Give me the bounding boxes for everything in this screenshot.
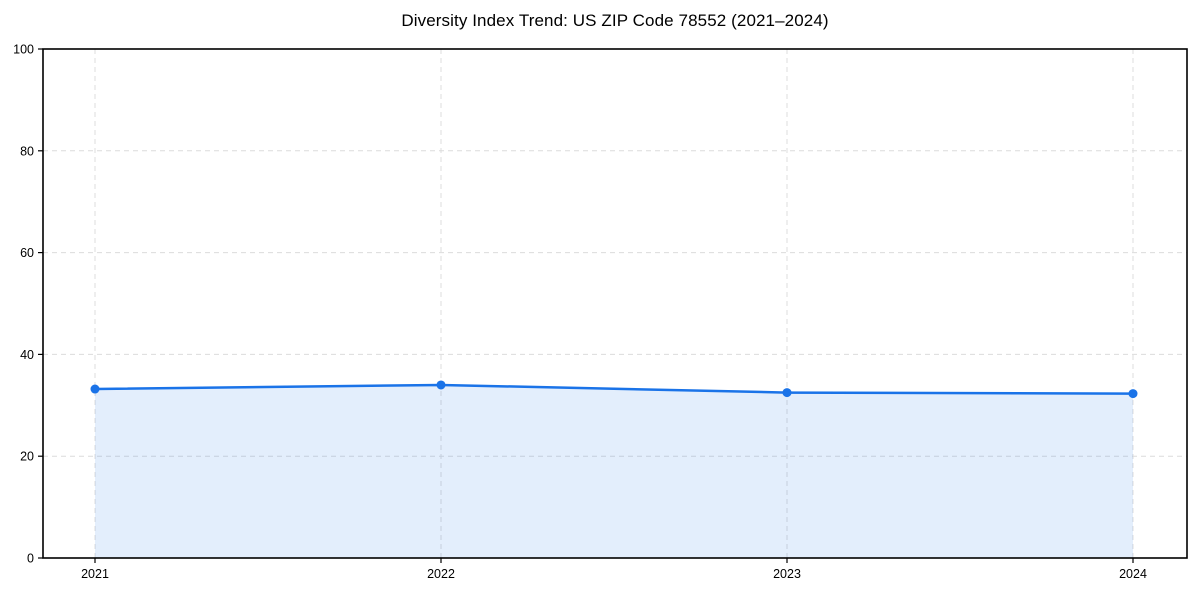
y-tick-label: 40 xyxy=(20,348,34,362)
y-tick-label: 100 xyxy=(13,43,34,57)
y-tick-label: 60 xyxy=(20,246,34,260)
y-tick-label: 0 xyxy=(27,552,34,566)
x-tick-label: 2023 xyxy=(773,567,801,581)
y-tick-label: 80 xyxy=(20,144,34,158)
x-tick-label: 2021 xyxy=(81,567,109,581)
data-point-marker xyxy=(436,380,446,390)
area-fill xyxy=(95,384,1133,558)
data-point-marker xyxy=(782,388,792,398)
series-line xyxy=(93,383,1135,395)
chart-title: Diversity Index Trend: US ZIP Code 78552… xyxy=(401,11,829,30)
x-tick-label: 2024 xyxy=(1119,567,1147,581)
data-point-marker xyxy=(90,384,100,394)
axes-box xyxy=(42,48,1188,559)
y-tick-label: 20 xyxy=(20,450,34,464)
data-point-marker xyxy=(1128,389,1138,399)
x-tick-label: 2022 xyxy=(427,567,455,581)
